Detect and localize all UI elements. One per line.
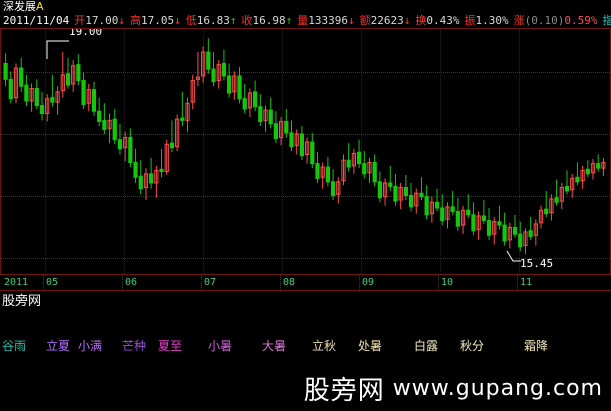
- field-arrow-up-icon: ↑: [285, 14, 293, 27]
- index-label: 指数: [602, 14, 611, 27]
- date-axis-separator-1: [43, 275, 44, 290]
- field-value-振: 1.30%: [475, 14, 509, 27]
- field-value-量: 133396: [308, 14, 348, 27]
- date-axis: 2011 05 06 07 08 09 10 11: [0, 274, 611, 291]
- stock-title-line: 深发展A: [3, 0, 44, 13]
- date-tick-10: 10: [441, 277, 454, 288]
- date-axis-separator-5: [359, 275, 360, 290]
- gridline-v-7: [519, 29, 520, 282]
- date-tick-11: 11: [520, 277, 533, 288]
- field-value-换: 0.43%: [426, 14, 460, 27]
- field-label-量: 量: [297, 14, 309, 27]
- solar-term-芒种: 芒种: [122, 339, 147, 353]
- date-axis-separator-7: [517, 275, 518, 290]
- high-label: 19.00: [69, 28, 103, 38]
- date-axis-separator-3: [201, 275, 202, 290]
- solar-term-小暑: 小暑: [208, 339, 233, 353]
- brand-overlay-text: 股旁网: [2, 294, 42, 309]
- low-label: 15.45: [520, 257, 554, 270]
- solar-terms-row: 谷雨 立夏 小满 芒种 夏至 小暑 大暑 立秋 处暑 白露 秋分 霜降: [0, 338, 611, 360]
- date-axis-separator-2: [122, 275, 123, 290]
- field-label-换: 换: [415, 14, 427, 27]
- gridline-v-1: [45, 29, 46, 282]
- gridline-v-6: [440, 29, 441, 282]
- field-label-收: 收: [241, 14, 253, 27]
- annotation-leader-lines: [46, 40, 521, 262]
- change-paren: (0.10): [524, 14, 565, 27]
- gridline-h-1: [1, 134, 610, 135]
- field-arrow-down-icon: ↓: [174, 14, 181, 27]
- field-value-低: 16.83: [196, 14, 230, 27]
- date-tick-09: 09: [362, 277, 375, 288]
- quote-fields: 开17.00↓ 高17.05↓ 低16.83↑ 收16.98↑ 量133396↓ 额226…: [74, 14, 513, 27]
- date-tick-07: 07: [204, 277, 217, 288]
- field-value-额: 22623: [370, 14, 404, 27]
- gridline-v-3: [203, 29, 204, 282]
- quote-date: 2011/11/04: [3, 14, 70, 27]
- field-label-开: 开: [74, 14, 86, 27]
- solar-term-大暑: 大暑: [262, 339, 287, 353]
- solar-term-夏至: 夏至: [158, 339, 183, 353]
- footer-watermark-bar: 股旁网 www.gupang.com: [0, 366, 611, 411]
- chart-plot-area[interactable]: 19.00 15.45: [0, 28, 611, 283]
- field-label-高: 高: [129, 14, 141, 27]
- date-tick-2011: 2011: [4, 277, 29, 288]
- solar-term-白露: 白露: [414, 339, 439, 353]
- date-tick-08: 08: [283, 277, 296, 288]
- date-axis-separator-4: [280, 275, 281, 290]
- date-tick-06: 06: [125, 277, 138, 288]
- change-percent: 0.59%: [564, 14, 598, 27]
- candlestick-series: [3, 38, 606, 255]
- field-arrow-down-icon: ↓: [347, 14, 355, 27]
- quote-header: 深发展A 2011/11/04 开17.00↓ 高17.05↓ 低16.83↑ 收16.…: [0, 0, 611, 28]
- field-arrow-up-icon: ↑: [229, 14, 237, 27]
- field-label-额: 额: [359, 14, 371, 27]
- gridline-v-5: [361, 29, 362, 282]
- quote-fields-line: 2011/11/04 开17.00↓ 高17.05↓ 低16.83↑ 收16.98↑ 量1…: [3, 14, 611, 27]
- watermark-url: www.gupang.com: [392, 376, 603, 401]
- gridline-h-3: [1, 258, 610, 259]
- stock-name-suffix: A: [36, 0, 44, 13]
- watermark: 股旁网 www.gupang.com: [304, 370, 603, 407]
- watermark-brand: 股旁网: [303, 376, 385, 406]
- field-value-开: 17.00: [85, 14, 119, 27]
- field-arrow-down-icon: ↓: [403, 14, 411, 27]
- field-label-振: 振: [464, 14, 476, 27]
- gridline-v-4: [282, 29, 283, 282]
- gridline-h-2: [1, 196, 610, 197]
- date-axis-separator-6: [438, 275, 439, 290]
- solar-term-立夏: 立夏: [46, 339, 71, 353]
- solar-term-秋分: 秋分: [460, 339, 485, 353]
- solar-term-处暑: 处暑: [358, 339, 383, 353]
- solar-term-立秋: 立秋: [312, 339, 337, 353]
- solar-term-霜降: 霜降: [524, 339, 549, 353]
- change-label: 涨: [513, 14, 525, 27]
- field-label-低: 低: [185, 14, 197, 27]
- date-tick-05: 05: [46, 277, 59, 288]
- solar-term-小满: 小满: [78, 339, 103, 353]
- solar-term-谷雨: 谷雨: [2, 339, 27, 353]
- gridline-h-0: [1, 72, 610, 73]
- gridline-v-2: [124, 29, 125, 282]
- lower-indicator-pane[interactable]: [0, 306, 611, 366]
- field-arrow-down-icon: ↓: [118, 14, 125, 27]
- field-value-高: 17.05: [140, 14, 175, 27]
- stock-name: 深发展: [3, 0, 36, 13]
- field-value-收: 16.98: [252, 14, 286, 27]
